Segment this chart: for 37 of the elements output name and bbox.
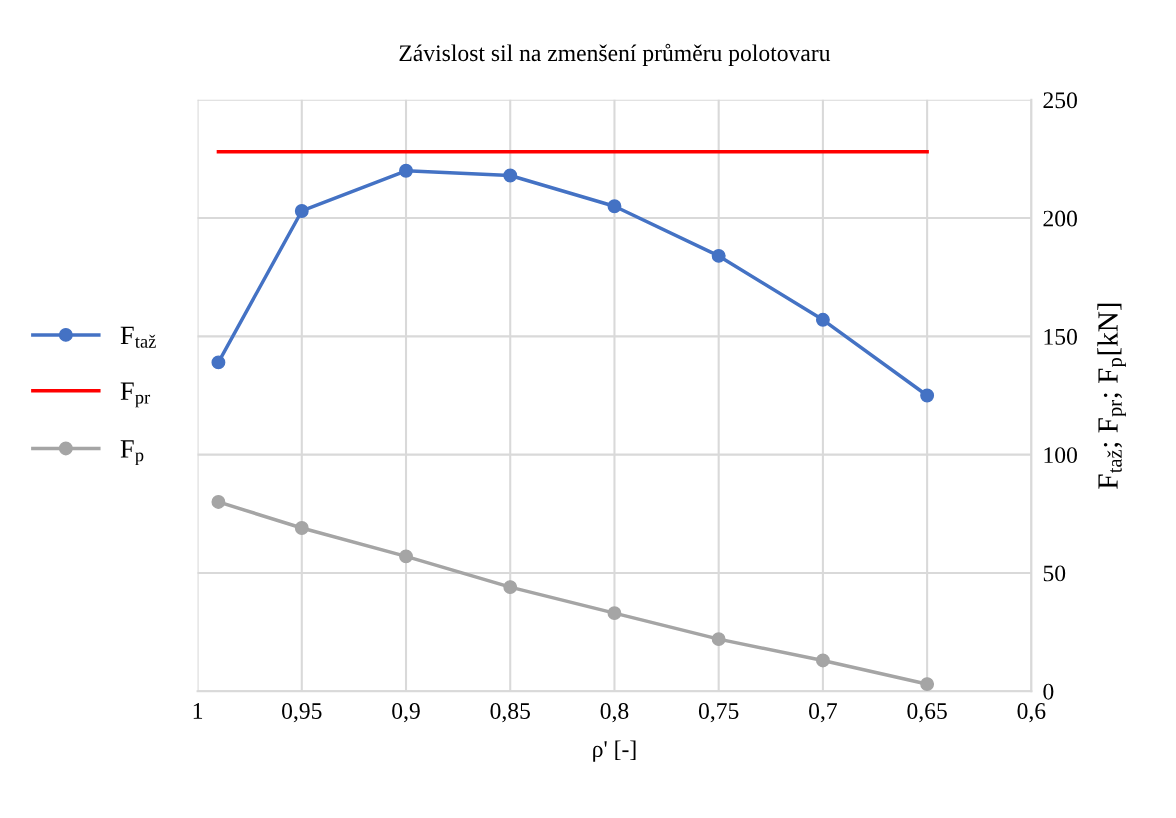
x-tick-label: 0,6	[1017, 703, 1046, 723]
point	[294, 204, 309, 218]
point	[920, 388, 935, 403]
point	[503, 580, 518, 595]
point	[607, 199, 622, 214]
point	[607, 606, 622, 621]
point	[920, 677, 935, 692]
x-tick-label: 0,65	[907, 703, 947, 723]
y-tick-label: 0	[1043, 683, 1054, 700]
point	[399, 163, 413, 178]
x-tick-label: 0,8	[600, 703, 629, 723]
x-tick-label: 1	[193, 703, 203, 719]
legend-label: F$_{taž}$	[120, 326, 156, 348]
x-tick-label: 0,95	[282, 703, 322, 723]
point	[503, 168, 518, 183]
point	[211, 495, 226, 509]
y-axis-title: F$_{taž}$; F$_{pr}$; F$_{p}$[kN]	[1097, 303, 1126, 489]
x-tick-label: 0,85	[490, 703, 530, 723]
x-tick-label: 0,7	[809, 703, 837, 723]
point	[711, 248, 726, 263]
x-axis-title: ρ' [-]	[593, 740, 636, 762]
y-tick-label: 150	[1044, 328, 1077, 345]
point	[815, 653, 830, 668]
point	[711, 632, 726, 647]
y-tick-label: 50	[1043, 565, 1066, 582]
y-tick-label: 250	[1043, 92, 1077, 109]
y-tick-label: 100	[1044, 447, 1077, 464]
y-tick-label: 200	[1043, 210, 1077, 227]
point	[211, 355, 226, 370]
point	[294, 521, 309, 535]
legend-label: F$_{pr}$	[120, 382, 151, 408]
x-tick-label: 0,9	[392, 703, 420, 723]
point	[399, 549, 413, 564]
legend-label: F$_{p}$	[120, 440, 144, 466]
point	[815, 312, 830, 327]
chart-title: Závislost sil na zmenšení průměru polotovaru	[399, 43, 831, 66]
x-tick-label: 0,75	[698, 703, 739, 723]
